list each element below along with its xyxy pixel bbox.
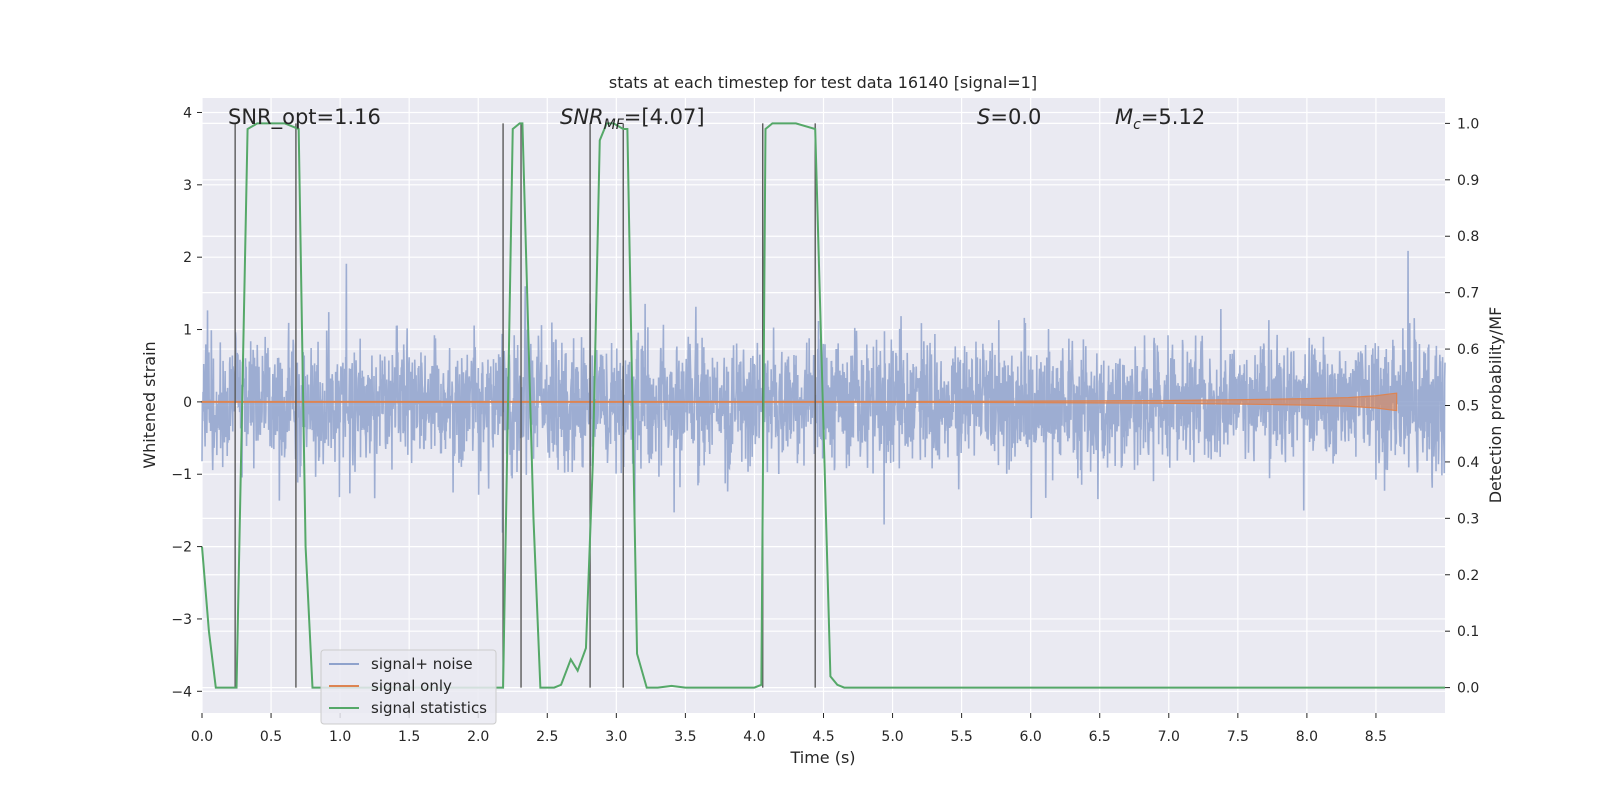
y2-axis-ticks: 1.0 0.9 0.8 0.7 0.6 0.5 0.4 0.3 0.2 0.1 0.0 xyxy=(1445,116,1479,697)
y2-tick-label: 0.8 xyxy=(1457,229,1479,245)
x-tick-label: 7.0 xyxy=(1158,729,1180,745)
y-tick-label: 4 xyxy=(183,105,192,121)
snr-mf-subscript: MF xyxy=(604,117,625,133)
x-tick-label: 4.0 xyxy=(743,729,765,745)
y2-tick-label: 0.9 xyxy=(1457,173,1479,189)
x-tick-label: 7.5 xyxy=(1227,729,1249,745)
y-axis-ticks: 4 3 2 1 0 −1 −2 −3 −4 xyxy=(171,105,202,700)
y-tick-label: −2 xyxy=(171,540,192,556)
annotation-snr-mf: SNRMF=[4.07] xyxy=(560,105,705,133)
x-tick-label: 1.5 xyxy=(398,729,420,745)
y2-tick-label: 0.2 xyxy=(1457,568,1479,584)
x-tick-label: 2.0 xyxy=(467,729,489,745)
series-signal-noise xyxy=(201,250,1446,533)
legend: signal+ noise signal only signal statist… xyxy=(320,649,497,725)
mc-base: M xyxy=(1115,105,1133,129)
s-value: =0.0 xyxy=(990,105,1041,129)
y-tick-label: 1 xyxy=(183,323,192,339)
x-tick-label: 3.5 xyxy=(674,729,696,745)
series-signal-statistics xyxy=(201,122,1445,689)
y2-tick-label: 0.4 xyxy=(1457,455,1479,471)
signal-statistics-line xyxy=(201,122,1445,689)
annotation-chirp-mass: Mc=5.12 xyxy=(1115,105,1205,133)
series-signal-only xyxy=(201,392,1398,412)
mc-value: =5.12 xyxy=(1141,105,1205,129)
y-tick-label: −1 xyxy=(171,467,192,483)
y2-tick-label: 0.1 xyxy=(1457,624,1479,640)
snr-mf-base: SNR xyxy=(560,105,604,129)
y2-tick-label: 0.3 xyxy=(1457,511,1479,527)
detection-markers xyxy=(234,123,816,688)
y2-tick-label: 0.5 xyxy=(1457,399,1479,415)
mc-subscript: c xyxy=(1133,117,1141,133)
x-tick-label: 4.5 xyxy=(812,729,834,745)
snr-mf-value: =[4.07] xyxy=(624,105,705,129)
s-symbol: S xyxy=(977,105,990,129)
y-tick-label: 3 xyxy=(183,178,192,194)
legend-box xyxy=(320,649,497,725)
x-tick-label: 5.5 xyxy=(950,729,972,745)
x-axis-title: Time (s) xyxy=(789,748,855,767)
annotation-s: S=0.0 xyxy=(977,105,1041,129)
y-tick-label: 2 xyxy=(183,250,192,266)
y-tick-label: −3 xyxy=(171,612,192,628)
y2-tick-label: 0.6 xyxy=(1457,342,1479,358)
y2-tick-label: 0.0 xyxy=(1457,681,1479,697)
x-tick-label: 8.5 xyxy=(1365,729,1387,745)
x-tick-label: 1.0 xyxy=(329,729,351,745)
x-axis-ticks: 0.0 0.5 1.0 1.5 2.0 2.5 3.0 3.5 4.0 4.5 5.0 5.5 6.0 6… xyxy=(191,713,1387,745)
x-tick-label: 0.5 xyxy=(260,729,282,745)
y2-axis-title: Detection probability/MF xyxy=(1486,307,1505,504)
legend-label-signal-noise: signal+ noise xyxy=(371,655,473,673)
legend-label-signal-statistics: signal statistics xyxy=(371,699,487,717)
y-tick-label: 0 xyxy=(183,395,192,411)
signal-only-line xyxy=(201,392,1398,412)
y-axis-title: Whitened strain xyxy=(140,341,159,468)
x-tick-label: 5.0 xyxy=(881,729,903,745)
x-tick-label: 6.5 xyxy=(1089,729,1111,745)
legend-label-signal-only: signal only xyxy=(371,677,452,695)
x-tick-label: 3.0 xyxy=(605,729,627,745)
y2-tick-label: 0.7 xyxy=(1457,286,1479,302)
x-tick-label: 0.0 xyxy=(191,729,213,745)
x-tick-label: 8.0 xyxy=(1296,729,1318,745)
x-tick-label: 2.5 xyxy=(536,729,558,745)
signal-noise-line xyxy=(201,250,1446,533)
x-tick-label: 6.0 xyxy=(1020,729,1042,745)
annotation-snr-opt: SNR_opt=1.16 xyxy=(228,105,381,130)
y2-tick-label: 1.0 xyxy=(1457,116,1479,132)
chart-title: stats at each timestep for test data 161… xyxy=(609,73,1037,92)
y-tick-label: −4 xyxy=(171,684,192,700)
